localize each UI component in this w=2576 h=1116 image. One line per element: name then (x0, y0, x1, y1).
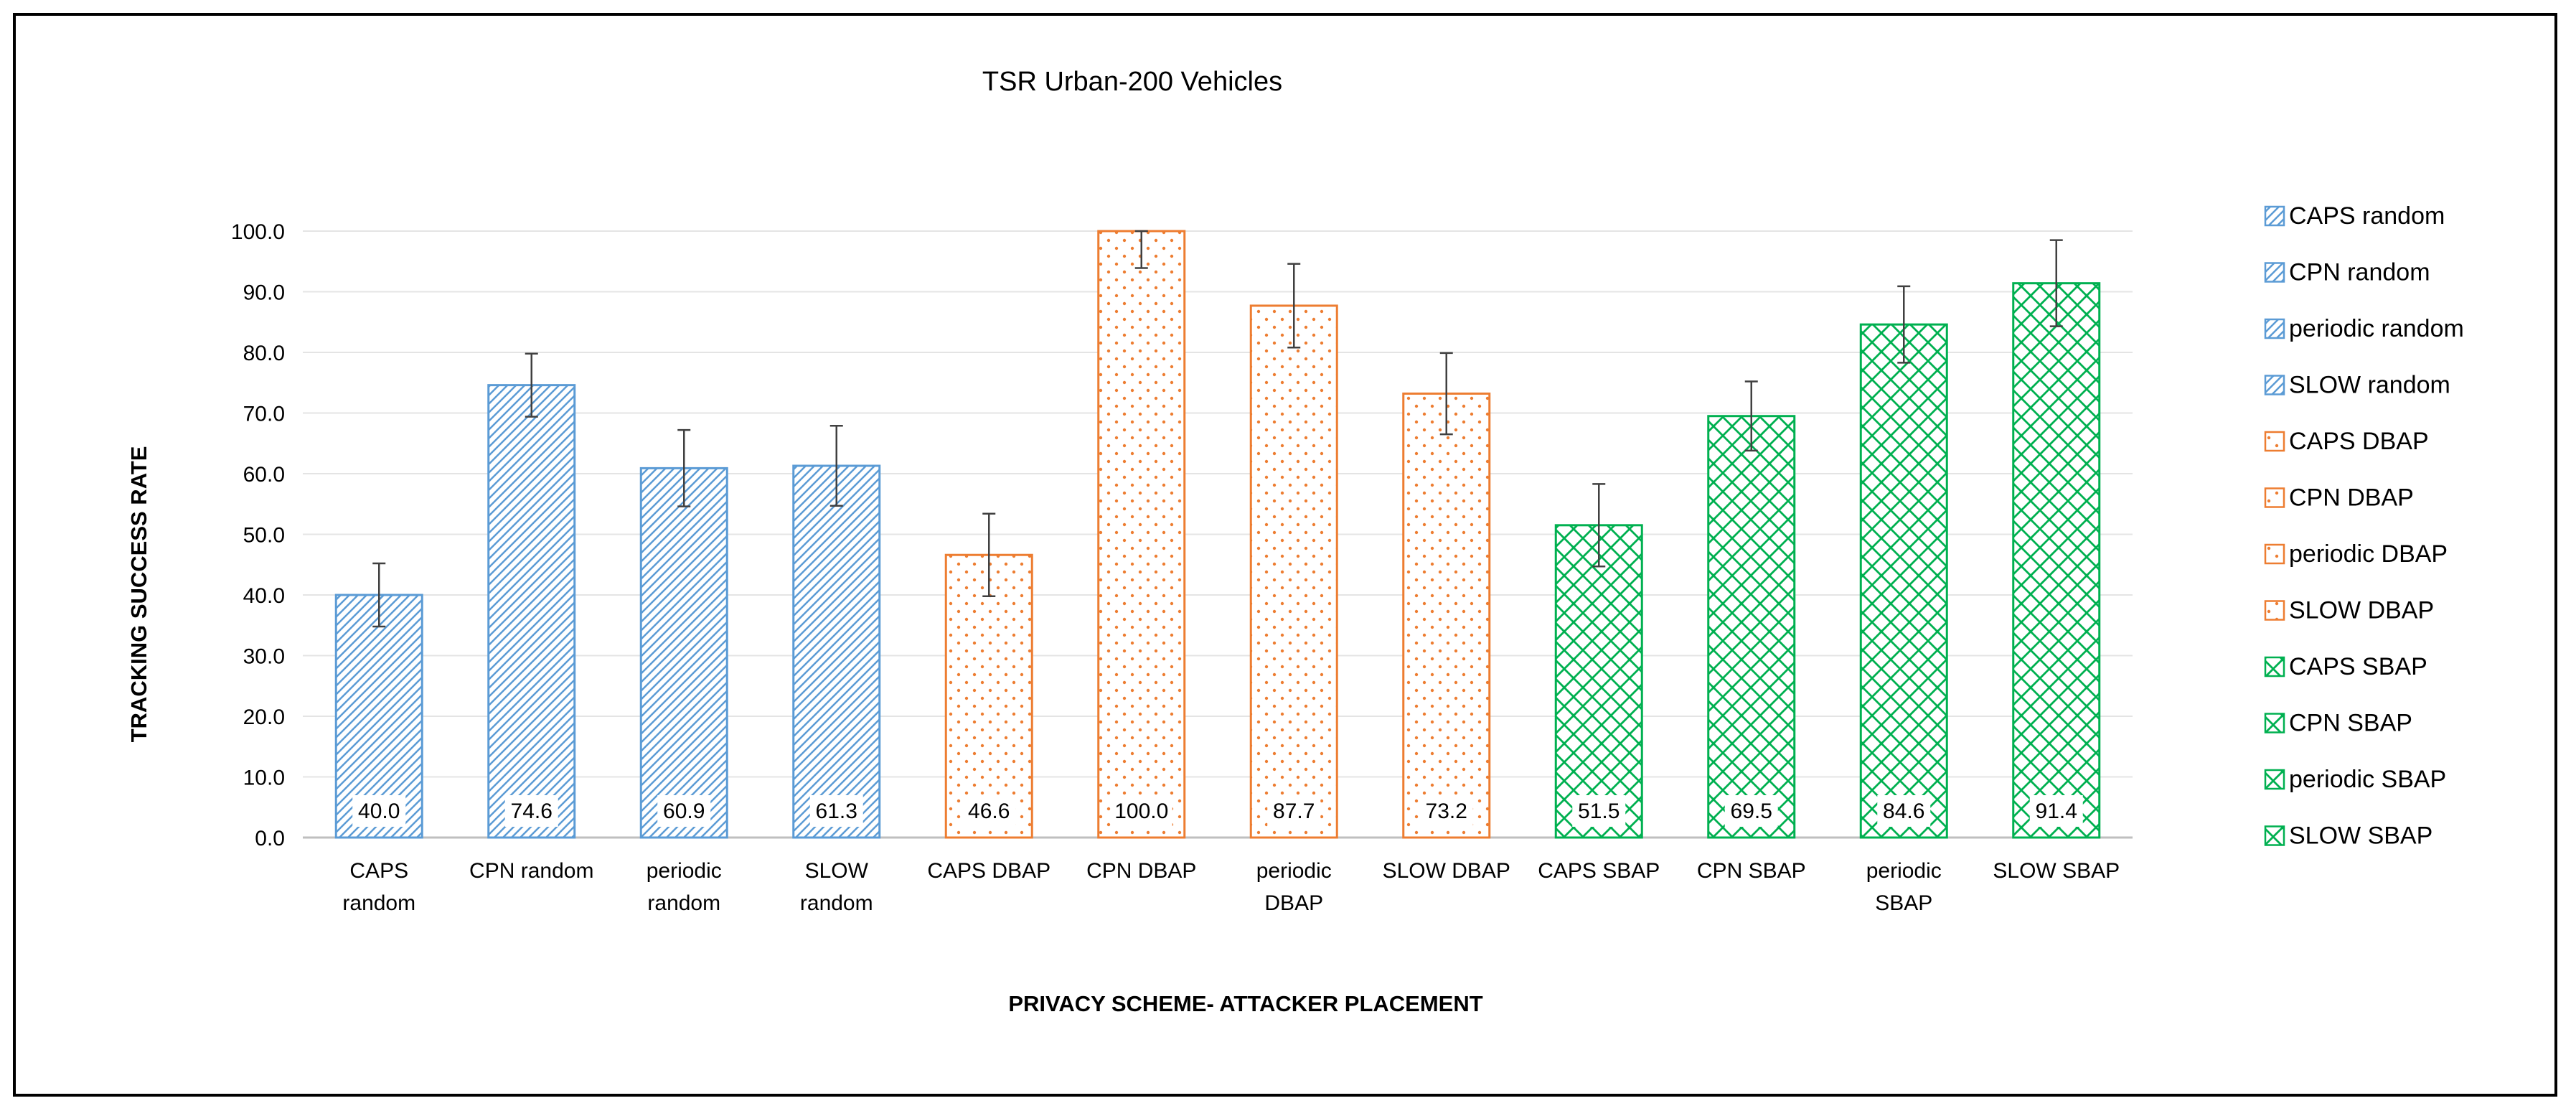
x-tick-label: SLOW DBAP (1383, 859, 1510, 883)
x-axis-label: PRIVACY SCHEME- ATTACKER PLACEMENT (1008, 991, 1482, 1016)
legend-label: SLOW DBAP (2289, 597, 2434, 624)
legend-swatch (2264, 487, 2285, 508)
data-label-box (1110, 795, 1172, 827)
chart-title: TSR Urban-200 Vehicles (982, 67, 1282, 97)
data-label: 69.5 (1731, 800, 1772, 823)
x-tick-label: CAPS DBAP (927, 859, 1050, 883)
y-tick-label: 60.0 (243, 463, 285, 487)
bar (1097, 230, 1186, 839)
legend-label: SLOW SBAP (2289, 822, 2432, 850)
y-tick-label: 100.0 (231, 220, 285, 244)
data-label: 73.2 (1426, 800, 1467, 823)
data-label-box (2029, 795, 2083, 827)
legend-label: SLOW random (2289, 372, 2450, 399)
data-label-box (1724, 795, 1778, 827)
x-tick-label: CPN SBAP (1697, 859, 1806, 883)
y-tick-label: 20.0 (243, 705, 285, 729)
legend-label: periodic SBAP (2289, 766, 2446, 793)
legend-swatch (2264, 431, 2285, 452)
legend-swatch (2264, 769, 2285, 790)
x-tick-label: DBAP (1264, 891, 1323, 915)
y-tick-label: 40.0 (243, 584, 285, 608)
legend-label: periodic random (2289, 315, 2464, 342)
legend-swatch (2264, 656, 2285, 677)
x-tick-label: random (647, 891, 720, 915)
data-label-box (657, 795, 711, 827)
data-label: 100.0 (1114, 800, 1168, 823)
data-label-box (504, 795, 558, 827)
y-tick-label: 70.0 (243, 403, 285, 426)
x-tick-label: CAPS SBAP (1538, 859, 1660, 883)
data-label: 40.0 (358, 800, 400, 823)
data-label-box (1419, 795, 1473, 827)
x-tick-label: SBAP (1875, 891, 1932, 915)
data-label: 46.6 (968, 800, 1010, 823)
bar (792, 464, 881, 839)
x-tick-label: periodic (1256, 859, 1332, 883)
data-label: 87.7 (1273, 800, 1315, 823)
legend-swatch (2264, 205, 2285, 227)
x-tick-label: CPN DBAP (1086, 859, 1196, 883)
bar (1707, 415, 1796, 839)
data-label: 74.6 (511, 800, 553, 823)
y-tick-label: 80.0 (243, 342, 285, 365)
legend-label: CAPS random (2289, 202, 2445, 230)
bar (1402, 392, 1491, 839)
x-tick-label: SLOW (805, 859, 869, 883)
data-label-box (1877, 795, 1931, 827)
x-tick-label: SLOW SBAP (1993, 859, 2120, 883)
x-tick-label: periodic (647, 859, 722, 883)
bar (2012, 282, 2101, 839)
bar (944, 553, 1033, 839)
x-tick-label: periodic (1866, 859, 1942, 883)
legend-swatch (2264, 600, 2285, 621)
legend-label: CPN DBAP (2289, 484, 2414, 512)
bar (1249, 304, 1338, 839)
x-tick-label: CAPS (349, 859, 408, 883)
data-label: 91.4 (2036, 800, 2077, 823)
legend-swatch (2264, 543, 2285, 565)
x-tick-label: CPN random (469, 859, 593, 883)
data-label: 51.5 (1578, 800, 1620, 823)
x-tick-label: random (342, 891, 415, 915)
bar (487, 384, 576, 839)
data-label: 60.9 (663, 800, 705, 823)
bar-chart: TSR Urban-200 Vehicles TRACKING SUCCESS … (126, 67, 2464, 1016)
data-label-box (1572, 795, 1626, 827)
legend-label: CAPS DBAP (2289, 428, 2429, 455)
data-label: 61.3 (816, 800, 857, 823)
y-axis-label: TRACKING SUCCESS RATE (126, 446, 151, 743)
data-label-box (352, 795, 406, 827)
data-label-box (962, 795, 1016, 827)
legend-swatch (2264, 318, 2285, 339)
legend-swatch (2264, 262, 2285, 283)
legend-swatch (2264, 713, 2285, 733)
data-label-box (1267, 795, 1321, 827)
legend-label: periodic DBAP (2289, 540, 2448, 568)
bar (1554, 524, 1643, 839)
legend-swatch (2264, 375, 2285, 395)
chart-frame: TSR Urban-200 Vehicles TRACKING SUCCESS … (13, 13, 2557, 1097)
legend-label: CPN SBAP (2289, 710, 2412, 737)
y-tick-label: 30.0 (243, 645, 285, 669)
bar (639, 466, 728, 839)
y-tick-label: 10.0 (243, 766, 285, 790)
x-tick-label: random (800, 891, 873, 915)
bar (1859, 323, 1948, 839)
legend-swatch (2264, 825, 2285, 846)
legend-label: CAPS SBAP (2289, 653, 2427, 680)
data-label: 84.6 (1883, 800, 1924, 823)
legend-label: CPN random (2289, 259, 2430, 286)
y-tick-label: 50.0 (243, 524, 285, 548)
y-tick-label: 0.0 (255, 827, 285, 850)
y-tick-label: 90.0 (243, 281, 285, 305)
data-label-box (809, 795, 863, 827)
